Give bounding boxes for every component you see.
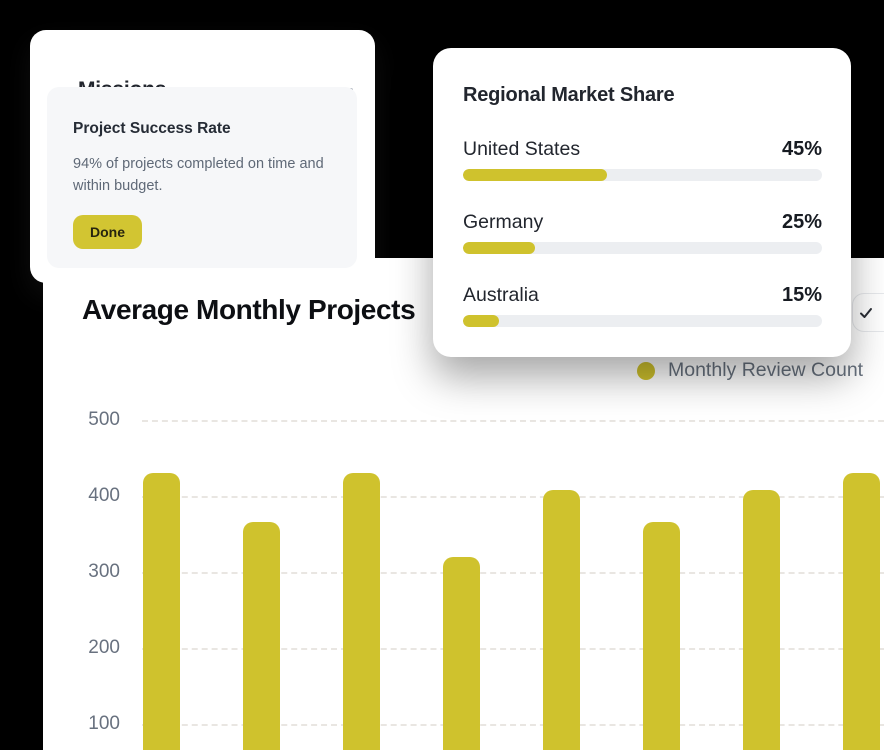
market-share-rows: United States 45% Germany 25% Australia 15% — [463, 138, 822, 327]
gridline — [142, 495, 884, 498]
progress-track — [463, 315, 822, 327]
project-success-heading: Project Success Rate — [73, 120, 231, 137]
y-axis-tick-label: 100 — [88, 713, 120, 735]
market-share-card: Regional Market Share United States 45% Ge… — [433, 48, 851, 357]
progress-fill — [463, 169, 607, 181]
legend-label: Monthly Review Count — [668, 359, 864, 381]
progress-fill — [463, 242, 535, 254]
region-label: Germany — [463, 211, 544, 233]
region-percent: 25% — [781, 211, 822, 233]
gridline — [142, 648, 884, 651]
y-axis-tick-label: 400 — [88, 484, 120, 506]
progress-track — [463, 169, 822, 181]
region-label: United States — [463, 138, 581, 160]
market-share-row: Germany 25% — [463, 211, 822, 254]
progress-fill — [463, 315, 499, 327]
gridline — [142, 724, 884, 727]
y-axis-tick-label: 200 — [88, 637, 120, 659]
bar-1[interactable] — [143, 472, 180, 750]
check-icon — [860, 308, 872, 318]
market-share-row: Australia 15% — [463, 284, 822, 327]
y-axis-tick-label: 300 — [88, 560, 120, 582]
chart-title: Average Monthly Projects — [82, 294, 416, 325]
market-share-title: Regional Market Share — [463, 84, 675, 106]
project-success-card: Project Success Rate 94% of projects com… — [47, 87, 357, 268]
bar-5[interactable] — [543, 489, 580, 750]
bar-6[interactable] — [643, 522, 680, 750]
bar-8[interactable] — [843, 472, 880, 750]
bar-7[interactable] — [743, 489, 780, 750]
progress-track — [463, 242, 822, 254]
missions-card: Missions Project Success Rate 94% of pro… — [30, 30, 375, 283]
region-percent: 45% — [781, 138, 822, 160]
market-share-row: United States 45% — [463, 138, 822, 181]
legend-dot-icon — [637, 361, 655, 380]
bar-2[interactable] — [243, 522, 280, 750]
confirm-button[interactable] — [852, 293, 884, 332]
region-percent: 15% — [781, 284, 822, 306]
gridline — [142, 419, 884, 422]
gridline — [142, 571, 884, 574]
chart-legend: Monthly Review Count — [637, 359, 863, 382]
project-success-description: 94% of projects completed on time and wi… — [73, 156, 324, 194]
region-label: Australia — [463, 284, 539, 306]
y-axis-tick-label: 500 — [88, 408, 120, 430]
done-button[interactable]: Done — [73, 215, 142, 249]
bar-3[interactable] — [343, 472, 380, 750]
bar-4[interactable] — [443, 556, 480, 750]
